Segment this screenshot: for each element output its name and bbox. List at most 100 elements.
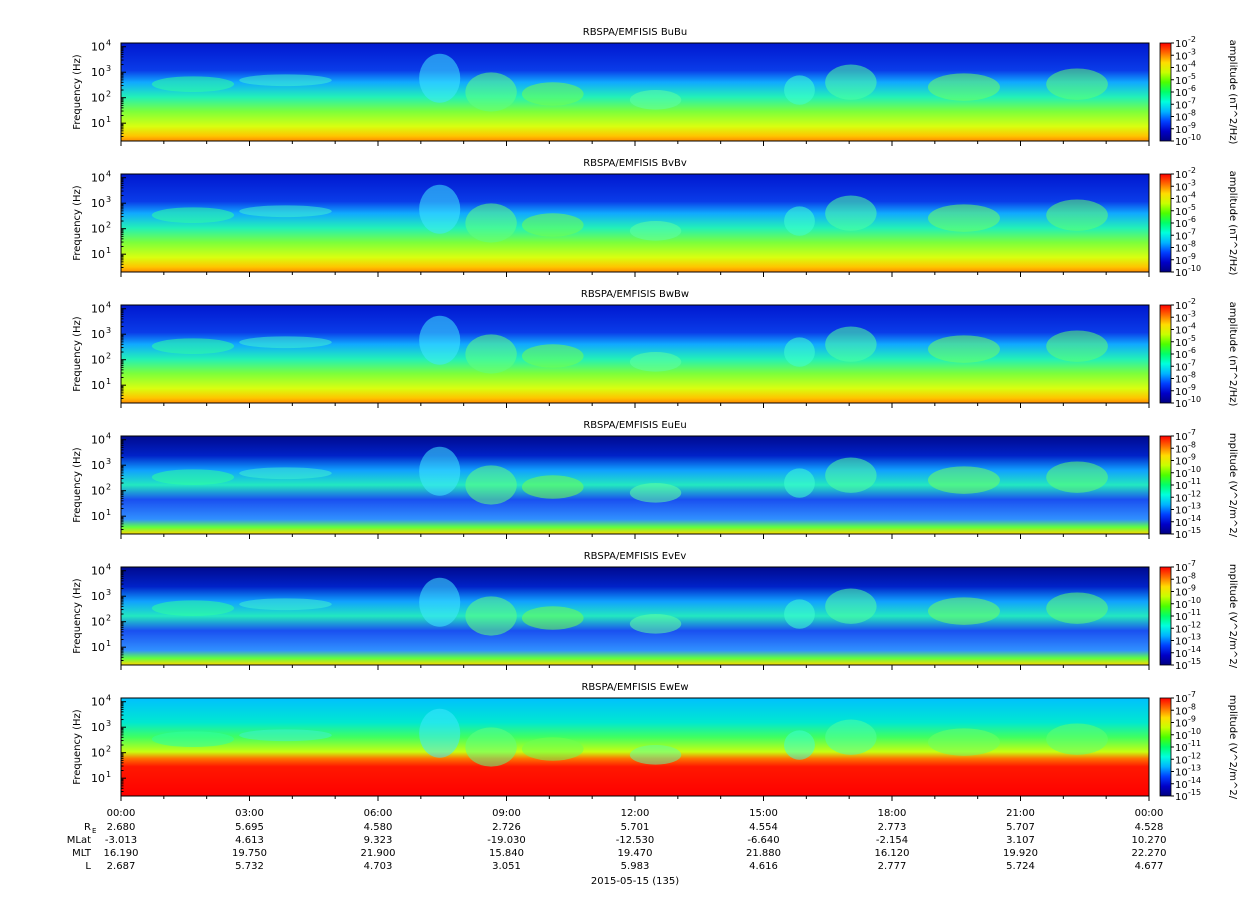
x-tick-label: 09:00: [492, 808, 521, 819]
colorbar-tick-exponent: -7: [1188, 428, 1196, 437]
y-tick-exponent: 1: [106, 377, 111, 386]
y-tick-exponent: 2: [106, 221, 111, 230]
colorbar-tick-label: 10: [1175, 207, 1188, 218]
ephemeris-value: 19.750: [232, 848, 267, 859]
y-axis-label: Frequency (Hz): [72, 709, 83, 785]
colorbar-tick-exponent: -4: [1188, 322, 1196, 331]
colorbar-tick-label: 10: [1175, 719, 1188, 730]
colorbar-tick-label: 10: [1175, 39, 1188, 50]
colorbar: [1160, 174, 1171, 272]
colorbar-tick-exponent: -9: [1188, 715, 1196, 724]
colorbar-tick-label: 10: [1175, 256, 1188, 267]
y-tick-exponent: 1: [106, 246, 111, 255]
y-tick-label: 10: [91, 66, 105, 79]
emission-feature: [629, 745, 682, 765]
colorbar-tick-exponent: -7: [1188, 690, 1196, 699]
emission-feature: [419, 708, 461, 758]
emission-feature: [784, 75, 815, 105]
colorbar-tick-exponent: -15: [1188, 526, 1201, 535]
colorbar-tick-label: 10: [1175, 792, 1188, 803]
colorbar-label: amplitude (nT^2/Hz): [1227, 40, 1238, 145]
y-tick-exponent: 4: [106, 563, 111, 572]
colorbar-tick-exponent: -10: [1188, 395, 1201, 404]
y-tick-label: 10: [91, 696, 105, 709]
colorbar-tick-label: 10: [1175, 518, 1188, 529]
colorbar-tick-exponent: -15: [1188, 657, 1201, 666]
colorbar-tick-exponent: -8: [1188, 240, 1196, 249]
emission-feature: [784, 599, 815, 629]
y-tick-label: 10: [91, 772, 105, 785]
emission-feature: [239, 598, 332, 611]
emission-feature: [784, 468, 815, 498]
colorbar-tick-label: 10: [1175, 375, 1188, 386]
colorbar-tick-exponent: -2: [1188, 166, 1196, 175]
colorbar-tick-exponent: -7: [1188, 227, 1196, 236]
colorbar-tick-label: 10: [1175, 731, 1188, 742]
colorbar-tick-label: 10: [1175, 444, 1188, 455]
colorbar: [1160, 698, 1171, 796]
y-tick-exponent: 3: [106, 326, 111, 335]
emission-feature: [419, 315, 461, 365]
y-tick-label: 10: [91, 117, 105, 130]
ephemeris-value: 2.687: [107, 861, 136, 872]
y-tick-exponent: 1: [106, 639, 111, 648]
x-tick-label: 21:00: [1006, 808, 1035, 819]
colorbar-tick-label: 10: [1175, 113, 1188, 124]
y-tick-label: 10: [91, 616, 105, 629]
ephemeris-value: 19.920: [1003, 848, 1038, 859]
colorbar-tick-exponent: -9: [1188, 121, 1196, 130]
emission-feature: [629, 352, 682, 372]
colorbar-tick-exponent: -13: [1188, 633, 1201, 642]
y-tick-exponent: 2: [106, 352, 111, 361]
emission-feature: [784, 730, 815, 760]
ephemeris-value: 4.554: [749, 822, 778, 833]
emission-feature: [239, 205, 332, 218]
emission-feature: [419, 53, 461, 103]
emission-feature: [629, 614, 682, 634]
ephemeris-value: 2.773: [878, 822, 907, 833]
emission-feature: [521, 82, 584, 106]
colorbar-tick-label: 10: [1175, 326, 1188, 337]
emission-feature: [1046, 461, 1108, 493]
ephemeris-value: 4.580: [364, 822, 393, 833]
colorbar-tick-exponent: -11: [1188, 739, 1201, 748]
ephemeris-value: 4.703: [364, 861, 393, 872]
colorbar-label: mplitude (V^2/m^2/: [1227, 695, 1238, 800]
colorbar-tick-label: 10: [1175, 268, 1188, 279]
y-axis-label: Frequency (Hz): [72, 447, 83, 523]
y-tick-exponent: 2: [106, 90, 111, 99]
y-tick-exponent: 1: [106, 508, 111, 517]
colorbar: [1160, 43, 1171, 141]
emission-feature: [629, 221, 682, 241]
colorbar-tick-label: 10: [1175, 170, 1188, 181]
colorbar-tick-exponent: -13: [1188, 764, 1201, 773]
emission-feature: [239, 336, 332, 349]
colorbar-tick-exponent: -4: [1188, 60, 1196, 69]
y-tick-exponent: 3: [106, 588, 111, 597]
colorbar-tick-exponent: -7: [1188, 96, 1196, 105]
ephemeris-row-subscript: E: [92, 827, 96, 835]
y-tick-label: 10: [91, 379, 105, 392]
emission-feature: [927, 204, 1000, 232]
colorbar-tick-exponent: -6: [1188, 215, 1196, 224]
bottom-axis: 00:00 03:00 06:00 09:00 12:00 15:00 18:00 21:00…: [67, 808, 1167, 887]
y-axis-label: Frequency (Hz): [72, 185, 83, 261]
date-label: 2015-05-15 (135): [591, 876, 679, 887]
emission-feature: [521, 344, 584, 368]
colorbar-tick-exponent: -9: [1188, 383, 1196, 392]
y-tick-exponent: 3: [106, 457, 111, 466]
ephemeris-value: 19.470: [618, 848, 653, 859]
colorbar-tick-exponent: -6: [1188, 84, 1196, 93]
ephemeris-value: 3.107: [1006, 835, 1035, 846]
colorbar-tick-label: 10: [1175, 182, 1188, 193]
colorbar-tick-exponent: -9: [1188, 453, 1196, 462]
panel-title: RBSPA/EMFISIS BuBu: [583, 27, 687, 38]
colorbar-tick-label: 10: [1175, 624, 1188, 635]
y-tick-label: 10: [91, 354, 105, 367]
colorbar-tick-exponent: -11: [1188, 477, 1201, 486]
colorbar-tick-label: 10: [1175, 506, 1188, 517]
colorbar-tick-label: 10: [1175, 637, 1188, 648]
y-tick-label: 10: [91, 641, 105, 654]
